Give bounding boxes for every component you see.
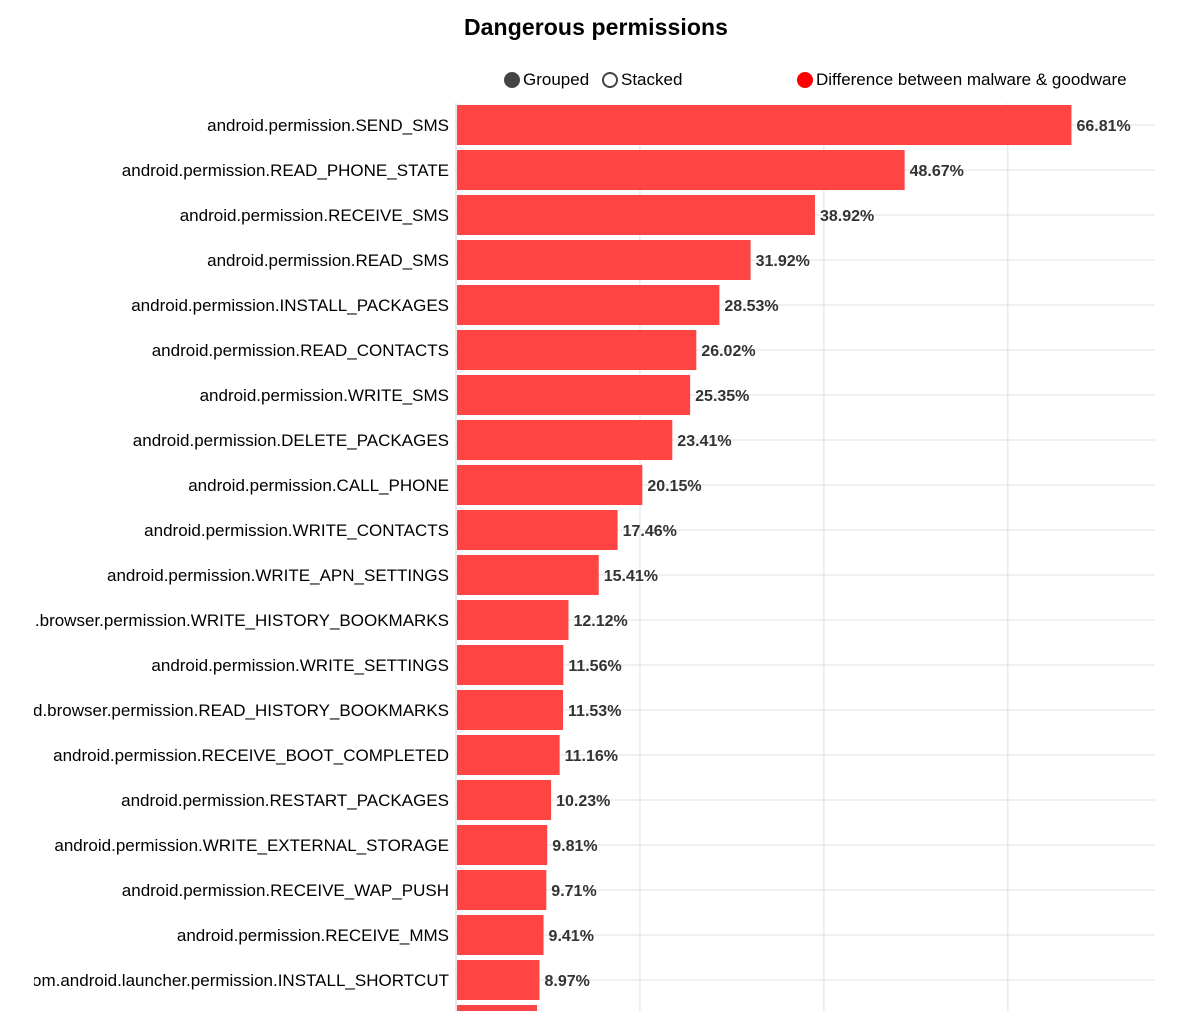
legend-stacked-option[interactable]: Stacked bbox=[602, 69, 682, 91]
bar[interactable] bbox=[457, 105, 1072, 145]
category-label: android.permission.WRITE_EXTERNAL_STORAG… bbox=[54, 836, 449, 855]
value-label: 15.41% bbox=[604, 568, 658, 585]
category-label: com.android.browser.permission.WRITE_HIS… bbox=[0, 611, 449, 630]
bar[interactable] bbox=[457, 690, 564, 730]
value-label: 11.16% bbox=[565, 748, 618, 765]
category-label: android.permission.WRITE_SETTINGS bbox=[151, 656, 449, 675]
value-label: 11.56% bbox=[568, 658, 621, 675]
bar[interactable] bbox=[457, 420, 673, 460]
bar[interactable] bbox=[457, 375, 691, 415]
bar[interactable] bbox=[457, 870, 547, 910]
legend-series-toggle[interactable]: Difference between malware & goodware bbox=[797, 69, 1127, 91]
bar[interactable] bbox=[457, 600, 569, 640]
category-label: android.permission.WRITE_SMS bbox=[200, 386, 449, 405]
radio-empty-icon bbox=[602, 72, 618, 88]
value-label: 38.92% bbox=[820, 208, 874, 225]
bar[interactable] bbox=[457, 150, 905, 190]
category-label: android.permission.DELETE_PACKAGES bbox=[133, 431, 449, 450]
value-label: 23.41% bbox=[677, 433, 731, 450]
bar[interactable] bbox=[457, 780, 552, 820]
bar[interactable] bbox=[457, 510, 618, 550]
value-label: 66.81% bbox=[1076, 118, 1130, 135]
bar[interactable] bbox=[457, 825, 548, 865]
legend-grouped-label: Grouped bbox=[523, 70, 590, 89]
bar[interactable] bbox=[457, 330, 697, 370]
value-label: 31.92% bbox=[756, 253, 810, 270]
bar[interactable] bbox=[457, 465, 643, 505]
bar[interactable] bbox=[457, 960, 540, 1000]
category-label: android.permission.WRITE_CONTACTS bbox=[144, 521, 449, 540]
bar[interactable] bbox=[457, 195, 815, 235]
category-label: android.permission.READ_SMS bbox=[207, 251, 449, 270]
value-label: 9.71% bbox=[551, 883, 596, 900]
value-label: 28.53% bbox=[724, 298, 778, 315]
category-label: com.android.launcher.permission.INSTALL_… bbox=[24, 971, 449, 990]
value-label: 10.23% bbox=[556, 793, 610, 810]
category-label: android.permission.RESTART_PACKAGES bbox=[121, 791, 449, 810]
legend-series-label: Difference between malware & goodware bbox=[816, 70, 1127, 89]
category-label: com.android.browser.permission.READ_HIST… bbox=[0, 701, 449, 720]
value-label: 11.53% bbox=[568, 703, 621, 720]
category-label: android.permission.RECEIVE_WAP_PUSH bbox=[122, 881, 449, 900]
value-label: 26.02% bbox=[701, 343, 755, 360]
category-label: android.permission.RECEIVE_MMS bbox=[177, 926, 449, 945]
series-color-icon bbox=[797, 72, 813, 88]
bar[interactable] bbox=[457, 285, 720, 325]
bar-partial bbox=[457, 1005, 538, 1011]
value-label: 25.35% bbox=[695, 388, 749, 405]
bar[interactable] bbox=[457, 240, 751, 280]
category-label: android.permission.CALL_PHONE bbox=[188, 476, 449, 495]
bar[interactable] bbox=[457, 555, 599, 595]
chart-title: Dangerous permissions bbox=[463, 14, 729, 40]
value-label: 12.12% bbox=[573, 613, 627, 630]
value-label: 9.41% bbox=[549, 928, 594, 945]
value-label: 9.81% bbox=[552, 838, 597, 855]
radio-filled-icon bbox=[504, 72, 520, 88]
legend-stacked-label: Stacked bbox=[621, 70, 683, 89]
value-label: 20.15% bbox=[647, 478, 701, 495]
bar[interactable] bbox=[457, 645, 564, 685]
bar[interactable] bbox=[457, 915, 544, 955]
category-label: android.permission.INSTALL_PACKAGES bbox=[131, 296, 449, 315]
value-label: 8.97% bbox=[545, 973, 590, 990]
value-label: 17.46% bbox=[623, 523, 677, 540]
legend-grouped-option[interactable]: Grouped bbox=[504, 69, 589, 91]
category-label: android.permission.RECEIVE_SMS bbox=[180, 206, 449, 225]
value-label: 48.67% bbox=[910, 163, 964, 180]
category-label: android.permission.SEND_SMS bbox=[207, 116, 449, 135]
category-label: android.permission.READ_PHONE_STATE bbox=[122, 161, 449, 180]
category-label: android.permission.READ_CONTACTS bbox=[152, 341, 449, 360]
category-label: android.permission.RECEIVE_BOOT_COMPLETE… bbox=[53, 746, 449, 765]
category-label: android.permission.WRITE_APN_SETTINGS bbox=[107, 566, 449, 585]
bar[interactable] bbox=[457, 735, 560, 775]
